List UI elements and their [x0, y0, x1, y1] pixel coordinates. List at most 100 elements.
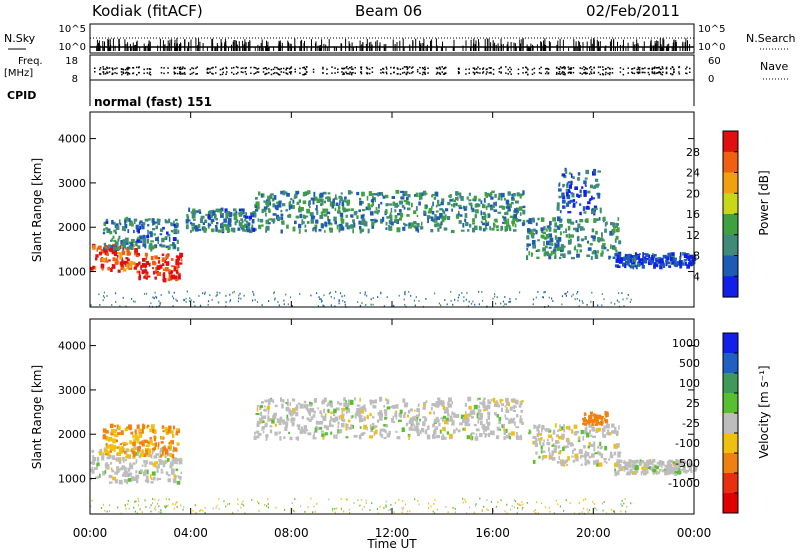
velocity-echo-mark — [443, 411, 446, 414]
velocity-echo-mark — [618, 466, 622, 472]
velocity-echo-mark — [604, 445, 608, 451]
velocity-echo-mark — [582, 417, 585, 421]
velocity-echo-mark — [322, 434, 326, 437]
power-clutter-mark — [576, 297, 578, 300]
power-echo-mark — [686, 253, 690, 257]
power-echo-mark — [598, 217, 601, 221]
velocity-echo-mark — [609, 454, 614, 459]
power-echo-mark — [577, 223, 581, 229]
power-echo-mark — [511, 196, 514, 200]
velocity-clutter-mark — [506, 503, 508, 506]
velocity-echo-mark — [313, 410, 316, 414]
power-echo-mark — [406, 214, 410, 217]
velocity-echo-mark — [604, 411, 607, 416]
velocity-echo-mark — [163, 445, 166, 449]
power-echo-mark — [566, 194, 571, 200]
velocity-echo-mark — [486, 404, 490, 410]
velocity-echo-mark — [647, 465, 651, 469]
velocity-clutter-mark — [127, 499, 129, 502]
power-echo-mark — [111, 249, 115, 255]
power-echo-mark — [458, 220, 462, 224]
power-echo-mark — [367, 203, 370, 209]
velocity-echo-mark — [541, 457, 544, 461]
x-tick-labels: 00:00 04:00 08:00 12:00 16:00 20:00 00:00 — [73, 526, 712, 540]
power-clutter-mark — [159, 303, 161, 306]
nsky-bar — [268, 46, 270, 51]
velocity-echo-mark — [473, 404, 478, 410]
velocity-echo-mark — [537, 433, 542, 436]
nsky-bar — [623, 39, 624, 51]
power-echo-mark — [522, 219, 526, 223]
velocity-echo-mark — [124, 470, 127, 474]
power-echo-mark — [321, 223, 324, 229]
power-echo-mark — [589, 243, 593, 246]
power-echo-mark — [245, 223, 248, 226]
nave-point — [678, 71, 680, 73]
freq-point — [390, 66, 392, 69]
power-echo-mark — [552, 249, 555, 252]
power-echo-mark — [216, 208, 219, 212]
power-echo-mark — [566, 192, 569, 197]
nave-point — [505, 72, 507, 74]
freq-point — [237, 66, 239, 69]
velocity-echo-mark — [599, 422, 602, 426]
nave-point — [163, 72, 165, 75]
velocity-echo-mark — [589, 415, 593, 420]
power-echo-mark — [480, 220, 483, 224]
nave-point — [419, 72, 421, 75]
velocity-echo-mark — [414, 418, 418, 421]
power-clutter-mark — [207, 303, 209, 306]
velocity-echo-mark — [265, 422, 268, 427]
velocity-echo-mark — [285, 401, 289, 405]
power-clutter-mark — [504, 296, 506, 298]
nave-point — [562, 71, 564, 73]
nave-point — [441, 71, 443, 73]
velocity-echo-mark — [656, 461, 661, 465]
power-echo-mark — [644, 255, 649, 258]
power-echo-mark — [579, 219, 584, 223]
freq-point — [285, 67, 288, 69]
power-echo-mark — [165, 236, 168, 239]
power-echo-mark — [298, 207, 302, 213]
power-echo-mark — [582, 206, 586, 211]
nsky-bar — [578, 40, 580, 51]
power-clutter-mark — [547, 305, 549, 307]
velocity-echo-mark — [568, 425, 571, 430]
velocity-echo-mark — [540, 450, 543, 454]
velocity-echo-mark — [595, 459, 600, 464]
power-clutter-mark — [335, 290, 337, 293]
power-echo-mark — [547, 225, 551, 229]
nave-point — [272, 72, 275, 75]
velocity-clutter-mark — [312, 511, 314, 514]
power-echo-mark — [678, 260, 683, 265]
power-clutter-mark — [159, 302, 162, 304]
power-echo-mark — [626, 260, 630, 266]
velocity-echo-mark — [605, 411, 609, 415]
power-echo-mark — [100, 263, 105, 269]
velocity-echo-mark — [256, 420, 261, 425]
velocity-echo-mark — [595, 420, 599, 426]
velocity-echo-mark — [411, 416, 415, 421]
velocity-echo-mark — [327, 402, 330, 406]
velocity-echo-mark — [401, 427, 405, 432]
velocity-clutter-mark — [164, 505, 166, 508]
velocity-echo-mark — [350, 415, 353, 419]
velocity-echo-mark — [291, 421, 295, 427]
nave-point — [561, 72, 563, 74]
velocity-echo-mark — [652, 459, 656, 463]
velocity-echo-mark — [614, 462, 618, 468]
velocity-echo-mark — [589, 411, 592, 415]
velocity-clutter-mark — [557, 503, 559, 506]
nsky-bar — [112, 38, 114, 51]
nave-label: Nave — [760, 60, 788, 73]
freq-point — [108, 67, 111, 69]
power-echo-mark — [398, 209, 402, 213]
velocity-echo-mark — [116, 466, 119, 469]
velocity-echo-mark — [449, 433, 453, 438]
velocity-echo-mark — [616, 471, 620, 476]
power-echo-mark — [571, 192, 575, 198]
velocity-echo-mark — [377, 412, 380, 416]
velocity-echo-mark — [679, 469, 682, 474]
velocity-echo-mark — [145, 460, 149, 464]
nave-point — [562, 73, 565, 76]
